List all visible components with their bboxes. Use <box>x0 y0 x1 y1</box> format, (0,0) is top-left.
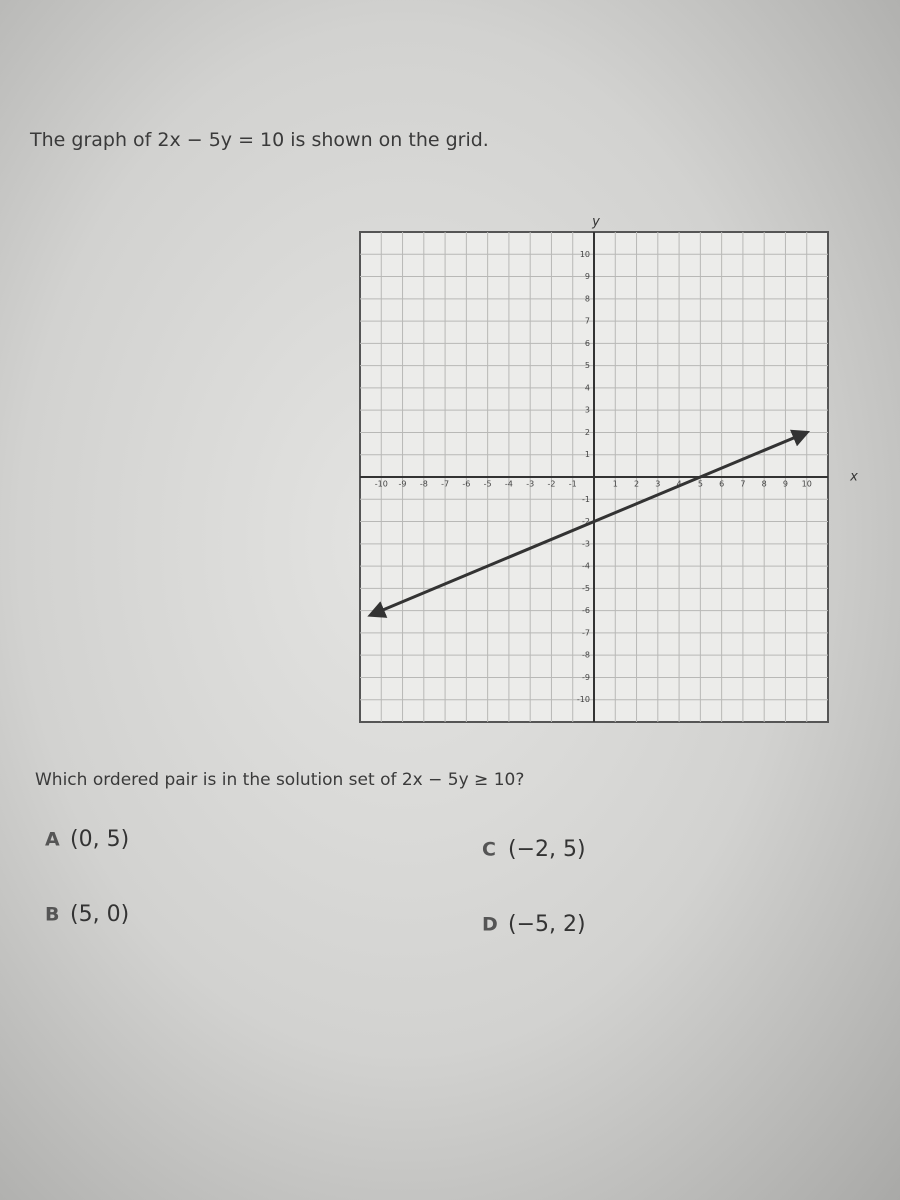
choice-letter[interactable]: D <box>482 914 498 936</box>
x-tick-label: 8 <box>762 480 767 489</box>
plot: -10 -9 -8 -7 -6 -5 -4 -3 -2 -1 1 2 3 4 5 6 7 8 9 10 -10 -9 -8 -… <box>360 215 858 722</box>
x-tick-label: 6 <box>719 480 724 489</box>
y-tick-label: 10 <box>580 250 590 259</box>
y-tick-label: 8 <box>585 294 590 303</box>
graph-line <box>367 429 811 618</box>
x-tick-label: 9 <box>783 480 788 489</box>
y-tick-label: -4 <box>582 562 590 571</box>
x-tick-label: 3 <box>655 480 660 489</box>
x-tick-label: -9 <box>399 480 407 489</box>
y-tick-label: 5 <box>585 361 590 370</box>
x-tick-label: -7 <box>441 480 449 489</box>
x-tick-label: -5 <box>484 480 492 489</box>
y-tick-label: -7 <box>582 628 590 637</box>
choice-text[interactable]: (−2, 5) <box>508 837 586 862</box>
x-tick-label: 7 <box>740 480 745 489</box>
choice-text[interactable]: (−5, 2) <box>508 912 586 937</box>
x-tick-label: -3 <box>526 480 534 489</box>
question-text: The graph of 2x − 5y = 10 is shown on th… <box>29 129 489 151</box>
y-axis-label: y <box>591 215 600 230</box>
prompt-text: Which ordered pair is in the solution se… <box>35 770 524 790</box>
x-tick-label: -6 <box>462 480 470 489</box>
x-tick-label: -4 <box>505 480 513 489</box>
x-tick-label: 1 <box>613 480 618 489</box>
y-tick-label: 6 <box>585 339 590 348</box>
choice-text[interactable]: (5, 0) <box>70 902 129 927</box>
x-tick-label: 10 <box>802 480 812 489</box>
y-tick-label: -3 <box>582 539 590 548</box>
x-tick-label: -10 <box>375 480 388 489</box>
y-tick-label: -1 <box>582 495 590 504</box>
y-tick-label: -5 <box>582 584 590 593</box>
y-tick-label: -9 <box>582 673 590 682</box>
x-tick-label: 5 <box>698 480 703 489</box>
y-tick-label: -8 <box>582 651 590 660</box>
y-tick-label: 1 <box>585 450 590 459</box>
choice-letter[interactable]: B <box>45 904 59 926</box>
y-tick-label: 3 <box>585 406 590 415</box>
x-tick-label: -8 <box>420 480 428 489</box>
choice-letter[interactable]: A <box>45 829 60 851</box>
y-tick-label: 7 <box>585 317 590 326</box>
y-tick-label: 2 <box>585 428 590 437</box>
choice-text[interactable]: (0, 5) <box>70 827 129 852</box>
y-tick-label: 4 <box>585 383 590 392</box>
choice-letter[interactable]: C <box>482 839 496 861</box>
y-tick-label: -6 <box>582 606 590 615</box>
y-tick-label: 9 <box>585 272 590 281</box>
y-tick-label: -10 <box>577 695 590 704</box>
x-tick-label: -1 <box>569 480 577 489</box>
x-tick-label: -2 <box>547 480 555 489</box>
x-axis-label: x <box>849 470 858 485</box>
x-tick-label: 2 <box>634 480 639 489</box>
